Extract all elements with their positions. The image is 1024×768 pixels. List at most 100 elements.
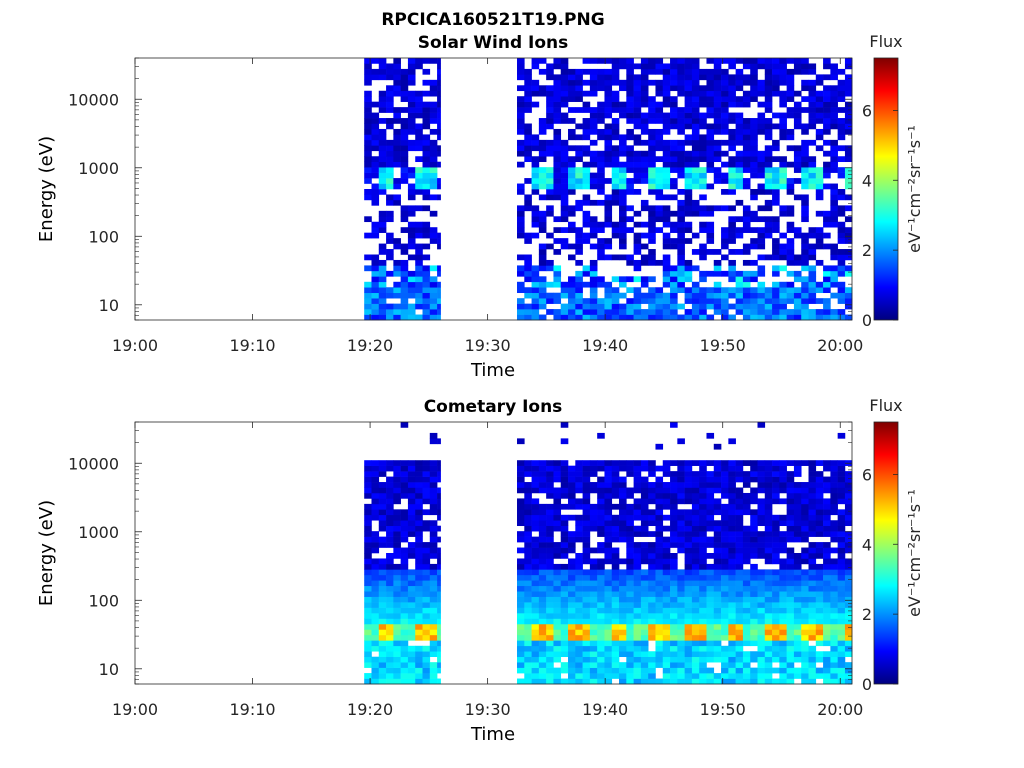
heatmap-cell [648, 607, 656, 614]
heatmap-cell [619, 145, 627, 152]
heatmap-cell [589, 139, 598, 146]
heatmap-cell [371, 101, 380, 108]
heatmap-cell [750, 492, 758, 499]
heatmap-cell [531, 189, 540, 195]
heatmap-cell [815, 531, 824, 537]
heatmap-cell [844, 238, 853, 244]
heatmap-cell [371, 134, 380, 141]
heatmap-cell [560, 667, 569, 674]
heatmap-cell [589, 482, 598, 488]
heatmap-cell [844, 476, 853, 483]
heatmap-cell [706, 536, 715, 543]
heatmap-cell [815, 673, 824, 679]
x-tick-label: 19:10 [229, 336, 275, 355]
heatmap-cell [757, 238, 766, 244]
heatmap-cell [750, 270, 758, 277]
heatmap-cell [808, 123, 817, 130]
heatmap-cell [589, 227, 598, 233]
heatmap-cell [619, 667, 627, 674]
heatmap-cell [793, 58, 802, 64]
heatmap-cell [553, 314, 562, 321]
heatmap-cell [364, 101, 372, 108]
heatmap-cell [531, 216, 540, 223]
heatmap-cell [422, 471, 431, 477]
heatmap-cell [582, 514, 591, 521]
panel-solar-wind: Solar Wind Ions 19:00 19:10 19:20 19:30 19:4… [36, 32, 924, 381]
heatmap-cell [407, 514, 416, 521]
heatmap-cell [830, 531, 838, 537]
heatmap-cell [597, 432, 605, 439]
heatmap-cell [670, 68, 678, 75]
heatmap-cell [655, 194, 664, 201]
heatmap-cell [407, 503, 416, 510]
heatmap-cell [779, 79, 787, 86]
heatmap-cell [793, 254, 802, 261]
heatmap-cell [670, 476, 678, 483]
heatmap-cell [400, 150, 409, 157]
heatmap-cell [699, 139, 707, 146]
heatmap-cell [560, 536, 569, 543]
heatmap-cell [422, 656, 431, 663]
heatmap-cell [378, 607, 387, 614]
heatmap-cell [764, 254, 773, 261]
heatmap-cell [429, 90, 438, 97]
heatmap-cell [531, 85, 540, 92]
heatmap-cell [699, 194, 707, 201]
heatmap-cell [400, 259, 409, 266]
heatmap-cell [801, 574, 809, 581]
heatmap-cell [764, 199, 773, 206]
heatmap-cell [677, 265, 685, 272]
heatmap-cell [786, 591, 795, 597]
panel-title: Solar Wind Ions [418, 33, 569, 53]
heatmap-cell [764, 96, 773, 102]
heatmap-cell [670, 542, 678, 548]
heatmap-cell [575, 249, 583, 255]
heatmap-cell [386, 536, 394, 543]
heatmap-cell [582, 101, 591, 108]
heatmap-cell [786, 514, 795, 521]
heatmap-cell [422, 602, 431, 608]
heatmap-cell [772, 63, 780, 70]
heatmap-cell [407, 613, 416, 619]
heatmap-cell [670, 651, 678, 658]
heatmap-cell [677, 629, 685, 636]
heatmap-cell [575, 520, 583, 527]
heatmap-cell [757, 667, 766, 674]
heatmap-cell [626, 640, 634, 647]
heatmap-cell [793, 531, 802, 537]
heatmap-cell [757, 292, 766, 299]
heatmap-cell [611, 634, 620, 641]
heatmap-cell [393, 569, 401, 576]
heatmap-cell [582, 591, 591, 597]
heatmap-cell [662, 210, 671, 217]
heatmap-cell [582, 221, 591, 228]
heatmap-cell [757, 189, 766, 195]
heatmap-cell [568, 96, 576, 102]
heatmap-cell [429, 492, 438, 499]
heatmap-cell [437, 298, 441, 304]
heatmap-cell [670, 509, 678, 516]
heatmap-cell [626, 63, 634, 70]
heatmap-cell [662, 298, 671, 304]
heatmap-cell [364, 563, 372, 570]
heatmap-cell [735, 161, 744, 168]
heatmap-cell [735, 509, 744, 516]
heatmap-cell [582, 667, 591, 674]
heatmap-cell [648, 63, 656, 70]
heatmap-cell [772, 139, 780, 146]
heatmap-cell [684, 634, 693, 641]
heatmap-cell [662, 265, 671, 272]
heatmap-cell [648, 492, 656, 499]
heatmap-cell [633, 465, 642, 472]
heatmap-cell [793, 90, 802, 97]
heatmap-cell [786, 531, 795, 537]
heatmap-cell [808, 96, 817, 102]
heatmap-cell [655, 85, 664, 92]
heatmap-cell [815, 118, 824, 124]
heatmap-cell [531, 79, 540, 86]
heatmap-cell [779, 90, 787, 97]
heatmap-cell [655, 623, 664, 630]
heatmap-cell [429, 118, 438, 124]
heatmap-cell [830, 678, 838, 685]
heatmap-cell [655, 156, 664, 163]
